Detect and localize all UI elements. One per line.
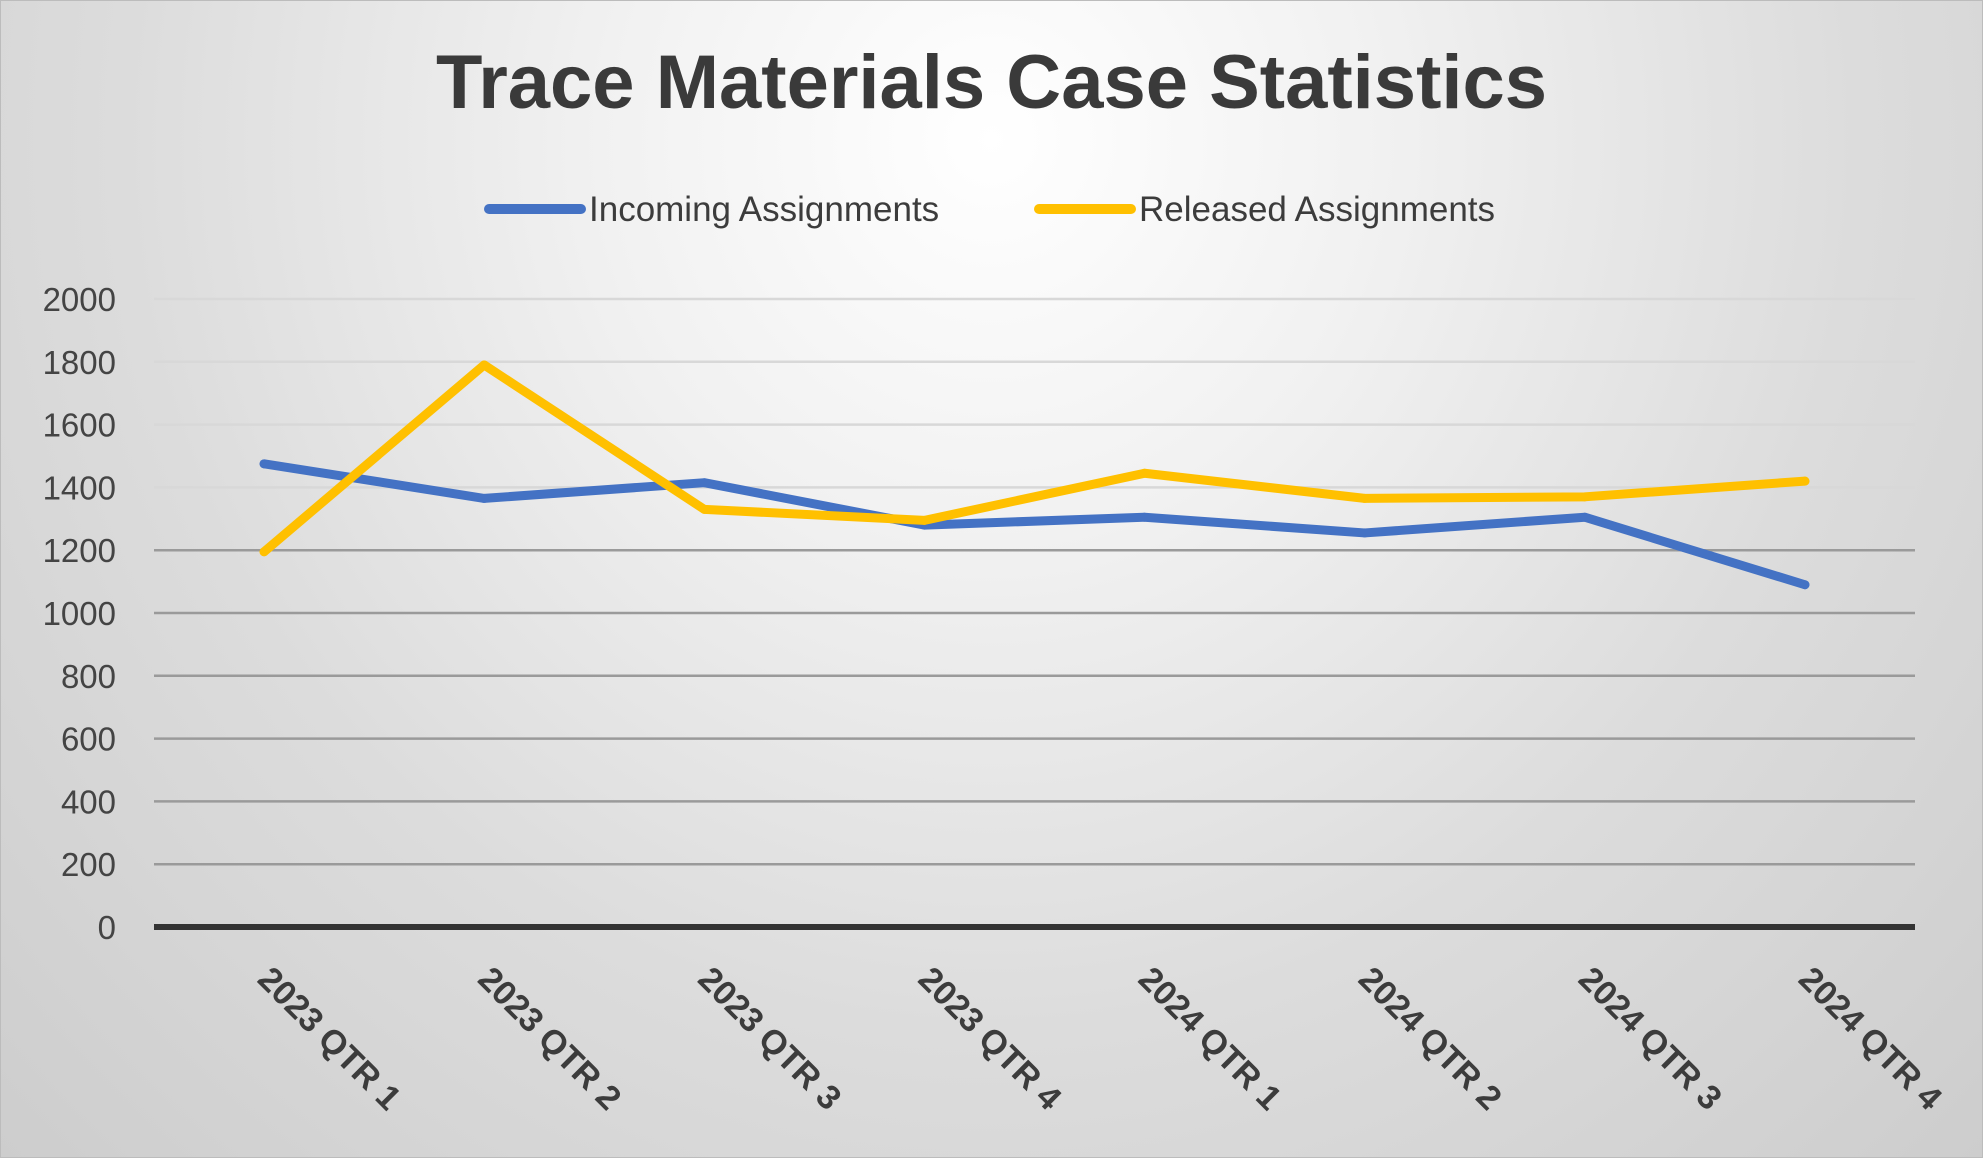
y-tick-label: 1800 [43, 344, 116, 381]
data-point [1580, 492, 1590, 502]
data-point [259, 459, 269, 469]
x-tick-label: 2024 QTR 2 [1351, 960, 1509, 1118]
data-point [1140, 512, 1150, 522]
y-tick-label: 1200 [43, 532, 116, 569]
x-tick-label: 2023 QTR 3 [691, 960, 849, 1118]
data-point [919, 515, 929, 525]
y-tick-label: 800 [61, 658, 116, 695]
data-point [699, 504, 709, 514]
y-tick-label: 2000 [43, 281, 116, 318]
y-tick-label: 200 [61, 846, 116, 883]
data-point [1800, 580, 1810, 590]
x-tick-label: 2023 QTR 2 [471, 960, 629, 1118]
data-point [1360, 493, 1370, 503]
legend-label: Released Assignments [1139, 190, 1495, 229]
y-tick-label: 400 [61, 783, 116, 820]
data-point [1140, 468, 1150, 478]
x-tick-label: 2023 QTR 1 [250, 960, 408, 1118]
legend-label: Incoming Assignments [589, 190, 939, 229]
y-tick-label: 0 [98, 909, 116, 946]
data-point [259, 547, 269, 557]
series-line-2 [259, 360, 1810, 557]
data-point [1360, 528, 1370, 538]
y-tick-label: 1000 [43, 595, 116, 632]
y-tick-label: 1600 [43, 407, 116, 444]
data-point [1580, 512, 1590, 522]
y-tick-label: 1400 [43, 469, 116, 506]
x-tick-label: 2023 QTR 4 [911, 960, 1069, 1118]
y-tick-label: 600 [61, 721, 116, 758]
data-point [479, 360, 489, 370]
series-line-1 [259, 459, 1810, 590]
data-point [699, 478, 709, 488]
x-tick-label: 2024 QTR 4 [1791, 960, 1949, 1118]
chart-title: Trace Materials Case Statistics [435, 40, 1548, 125]
data-point [479, 493, 489, 503]
x-tick-label: 2024 QTR 3 [1571, 960, 1729, 1118]
data-point [1800, 476, 1810, 486]
x-tick-label: 2024 QTR 1 [1131, 960, 1289, 1118]
